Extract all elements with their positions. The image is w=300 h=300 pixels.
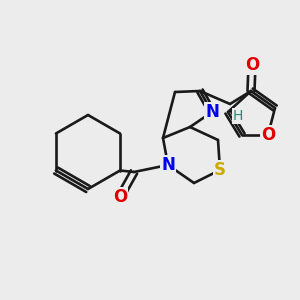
Text: S: S (214, 161, 226, 179)
Text: H: H (233, 109, 243, 123)
Text: O: O (245, 56, 259, 74)
Text: N: N (205, 103, 219, 121)
Text: O: O (261, 126, 275, 144)
Text: O: O (113, 188, 127, 206)
Text: N: N (161, 156, 175, 174)
